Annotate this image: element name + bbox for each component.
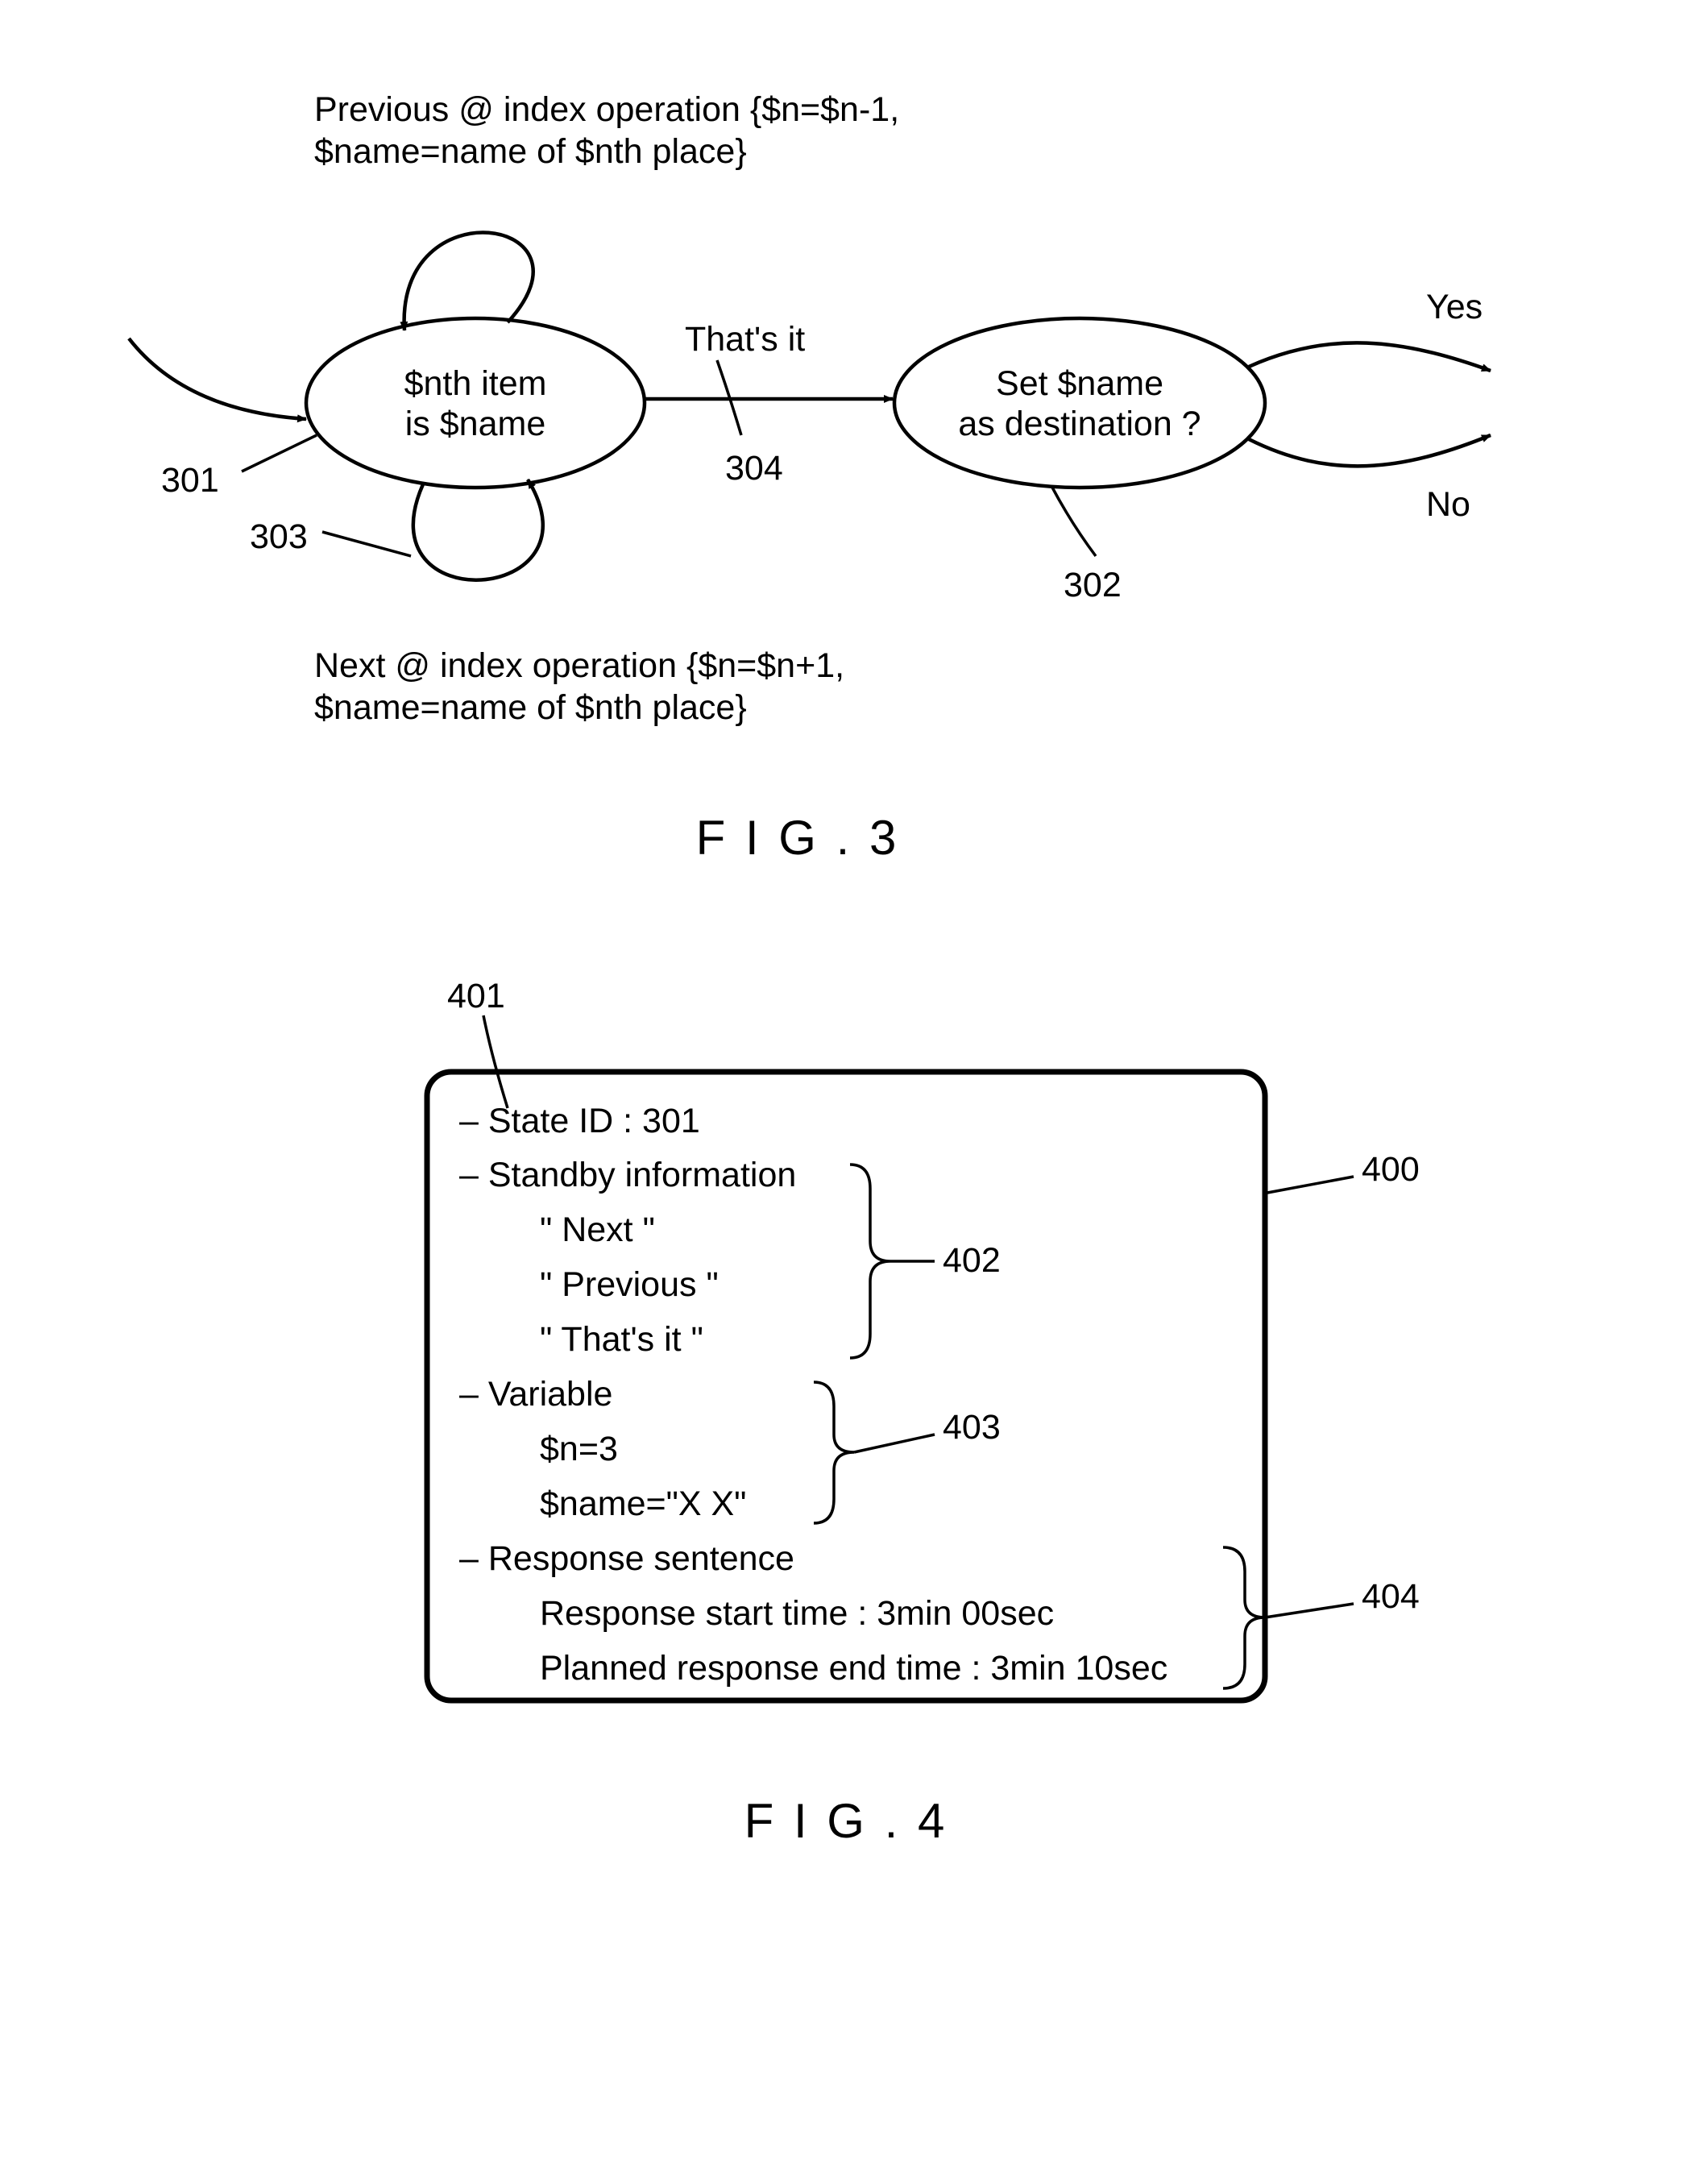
state-node-302 [894,318,1265,488]
state-node-301 [306,318,645,488]
ref-303: 303 [250,517,308,556]
ref-400-leader [1267,1177,1354,1193]
brace-403 [814,1382,854,1523]
brace-404 [1223,1547,1265,1688]
ref-403: 403 [943,1408,1001,1447]
resp-item-1: Planned response end time : 3min 10sec [540,1649,1167,1688]
self-next-line1: Next @ index operation {$n=$n+1, [314,646,844,685]
fig3-title: F I G . 3 [696,811,900,865]
line-standby: – Standby information [459,1156,796,1194]
ref-401-leader [483,1015,508,1108]
self-loop-previous [404,232,533,330]
branch-no-label: No [1426,485,1470,524]
ref-301: 301 [161,461,219,500]
line-response: – Response sentence [459,1539,794,1578]
node-302-line1: Set $name [996,364,1163,403]
fig4-title: F I G . 4 [744,1794,948,1848]
ref-404-leader [1265,1604,1354,1617]
self-next-line2: $name=name of $nth place} [314,688,747,727]
ref-403-leader [854,1435,935,1452]
ref-302-leader [1051,486,1096,556]
resp-item-0: Response start time : 3min 00sec [540,1594,1054,1633]
edge-thats-it-label: That's it [685,320,805,359]
standby-item-0: " Next " [540,1210,655,1249]
var-item-1: $name="X X" [540,1484,746,1523]
line-state-id: – State ID : 301 [459,1102,700,1140]
branch-yes-label: Yes [1426,288,1483,326]
entry-arrow [129,338,306,419]
line-variable: – Variable [459,1375,612,1414]
node-301-line1: $nth item [404,364,547,403]
ref-400: 400 [1362,1150,1420,1189]
self-prev-line2: $name=name of $nth place} [314,132,747,171]
ref-401: 401 [447,977,505,1015]
standby-item-1: " Previous " [540,1265,719,1304]
self-loop-next [413,480,543,580]
ref-404: 404 [1362,1577,1420,1616]
node-301-line2: is $name [405,405,545,443]
node-302-line2: as destination ? [958,405,1201,443]
ref-402: 402 [943,1241,1001,1280]
self-prev-line1: Previous @ index operation {$n=$n-1, [314,90,899,129]
fig4-info-box-diagram: 401 400 – State ID : 301 – Standby infor… [40,967,1652,2015]
branch-no-arrow [1249,435,1491,466]
ref-304: 304 [725,449,783,488]
var-item-0: $n=3 [540,1430,618,1468]
brace-402 [850,1165,890,1358]
ref-301-leader [242,435,317,471]
ref-303-leader [322,532,411,556]
fig3-state-diagram: $nth item is $name Set $name as destinat… [40,32,1652,919]
branch-yes-arrow [1249,343,1491,371]
ref-302: 302 [1064,566,1122,604]
standby-item-2: " That's it " [540,1320,703,1359]
